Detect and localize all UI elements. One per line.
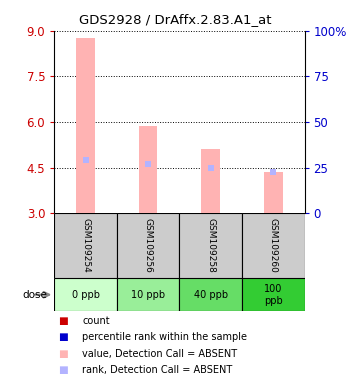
Bar bbox=[264, 172, 282, 213]
Text: dose: dose bbox=[22, 290, 47, 300]
Bar bbox=[242, 278, 304, 311]
Text: ■: ■ bbox=[58, 332, 68, 342]
Text: count: count bbox=[82, 316, 110, 326]
Text: GDS2928 / DrAffx.2.83.A1_at: GDS2928 / DrAffx.2.83.A1_at bbox=[79, 13, 271, 26]
Bar bbox=[117, 213, 179, 278]
Bar bbox=[179, 213, 242, 278]
Text: ■: ■ bbox=[58, 365, 68, 375]
Text: 10 ppb: 10 ppb bbox=[131, 290, 165, 300]
Text: rank, Detection Call = ABSENT: rank, Detection Call = ABSENT bbox=[82, 365, 232, 375]
Text: GSM109256: GSM109256 bbox=[144, 218, 153, 273]
Bar bbox=[139, 126, 158, 213]
Bar bbox=[179, 278, 242, 311]
Bar bbox=[54, 278, 117, 311]
Text: 0 ppb: 0 ppb bbox=[71, 290, 99, 300]
Text: ■: ■ bbox=[58, 316, 68, 326]
Text: percentile rank within the sample: percentile rank within the sample bbox=[82, 332, 247, 342]
Bar bbox=[54, 213, 117, 278]
Bar bbox=[201, 149, 220, 213]
Text: 40 ppb: 40 ppb bbox=[194, 290, 228, 300]
Text: 100
ppb: 100 ppb bbox=[264, 284, 282, 306]
Text: GSM109260: GSM109260 bbox=[269, 218, 278, 273]
Bar bbox=[76, 38, 95, 213]
Text: value, Detection Call = ABSENT: value, Detection Call = ABSENT bbox=[82, 349, 237, 359]
Bar bbox=[242, 213, 304, 278]
Text: GSM109254: GSM109254 bbox=[81, 218, 90, 273]
Bar bbox=[117, 278, 179, 311]
Text: GSM109258: GSM109258 bbox=[206, 218, 215, 273]
Text: ■: ■ bbox=[58, 349, 68, 359]
